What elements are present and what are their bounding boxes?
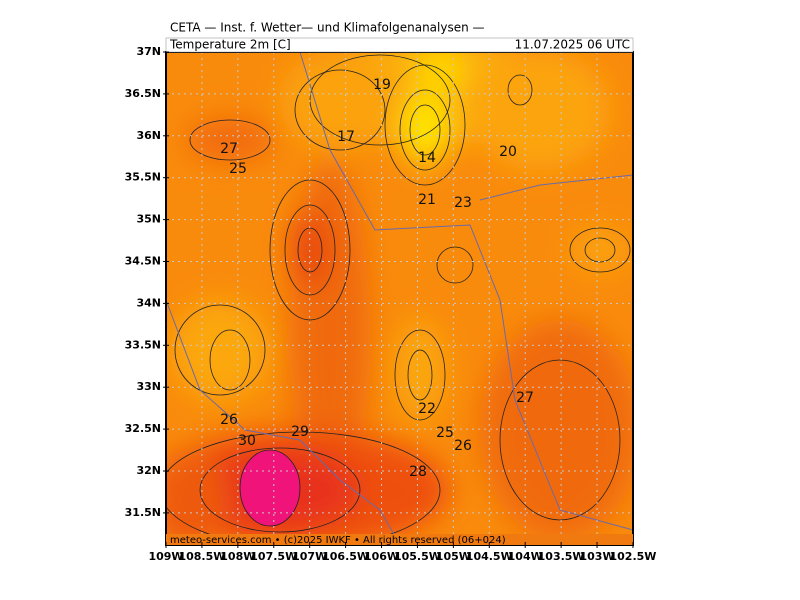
contour-label: 26 xyxy=(454,438,472,454)
lon-label: 105.5W xyxy=(394,550,441,563)
lon-label: 105W xyxy=(436,550,471,563)
lon-label: 107W xyxy=(292,550,327,563)
contour-label: 26 xyxy=(220,412,238,428)
contour-label: 22 xyxy=(418,401,436,417)
lon-label: 108W xyxy=(220,550,255,563)
contour-label: 14 xyxy=(418,150,436,166)
timestamp: 11.07.2025 06 UTC xyxy=(515,38,630,52)
lat-label: 35.5N xyxy=(125,171,161,184)
lon-label: 106W xyxy=(364,550,399,563)
lat-label: 32N xyxy=(136,464,161,477)
lon-label: 102.5W xyxy=(609,550,656,563)
contour-label: 29 xyxy=(291,424,309,440)
lon-label: 109W xyxy=(148,550,183,563)
contour-label: 20 xyxy=(499,144,517,160)
lon-label: 104W xyxy=(508,550,543,563)
lat-label: 34N xyxy=(136,296,161,309)
contour-label: 21 xyxy=(418,192,436,208)
lat-label: 36N xyxy=(136,129,161,142)
lat-label: 33N xyxy=(136,380,161,393)
contour-label: 19 xyxy=(373,77,391,93)
contour-label: 25 xyxy=(436,425,454,441)
contour-label: 17 xyxy=(337,129,355,145)
subtitle: Temperature 2m [C] xyxy=(169,38,291,52)
lon-label: 103.5W xyxy=(538,550,585,563)
title: CETA — Inst. f. Wetter— und Klimafolgena… xyxy=(170,21,485,35)
lat-label: 37N xyxy=(136,45,161,58)
lon-label: 107.5W xyxy=(250,550,297,563)
contour-label: 25 xyxy=(229,161,247,177)
contour-label: 27 xyxy=(220,141,238,157)
lat-label: 32.5N xyxy=(125,422,161,435)
lon-label: 108.5W xyxy=(178,550,225,563)
contour-label: 27 xyxy=(516,390,534,406)
footer-band xyxy=(166,534,633,545)
contour-label: 23 xyxy=(454,195,472,211)
lat-label: 36.5N xyxy=(125,87,161,100)
lat-label: 35N xyxy=(136,213,161,226)
lat-label: 31.5N xyxy=(125,506,161,519)
lat-label: 33.5N xyxy=(125,338,161,351)
lon-label: 104.5W xyxy=(466,550,513,563)
footer: meteo-services.com • (c)2025 IWKF • All … xyxy=(170,535,506,546)
header-box xyxy=(165,37,634,53)
temperature-field xyxy=(166,52,633,545)
contour-label: 30 xyxy=(238,433,256,449)
lon-label: 103W xyxy=(579,550,614,563)
lat-label: 34.5N xyxy=(125,255,161,268)
contour-label: 28 xyxy=(409,464,427,480)
lon-label: 106.5W xyxy=(322,550,369,563)
